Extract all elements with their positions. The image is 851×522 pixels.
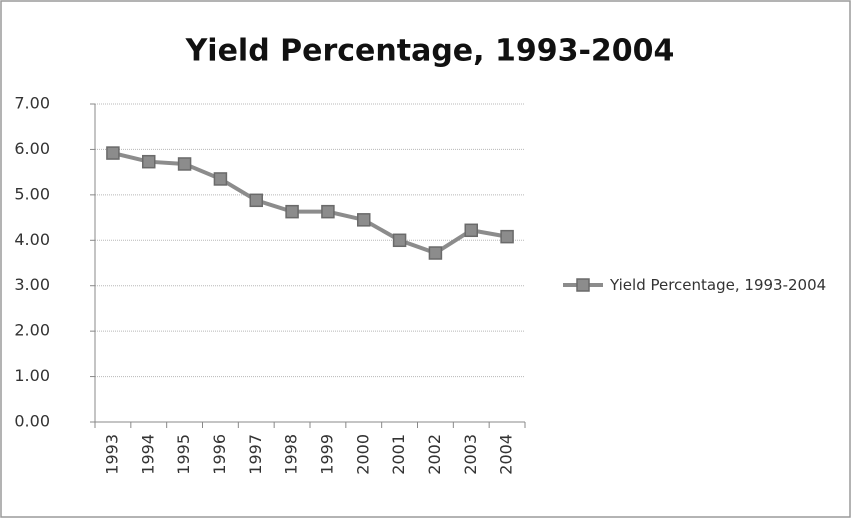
y-tick-label: 0.00 xyxy=(14,412,50,431)
y-tick-label: 6.00 xyxy=(14,139,50,158)
data-point xyxy=(392,233,407,248)
x-tick-label: 2004 xyxy=(497,434,516,475)
y-tick-label: 3.00 xyxy=(14,275,50,294)
legend-marker xyxy=(576,278,590,292)
data-point xyxy=(321,204,335,219)
x-tick-label: 1994 xyxy=(138,434,157,475)
y-tick-label: 7.00 xyxy=(14,94,50,113)
chart-title: Yield Percentage, 1993-2004 xyxy=(185,34,675,69)
x-tick-label: 1997 xyxy=(246,434,265,475)
data-point xyxy=(464,223,478,238)
y-tick-label: 2.00 xyxy=(14,321,50,340)
x-tick-label: 1995 xyxy=(174,434,193,475)
data-point xyxy=(106,146,120,160)
y-tick-label: 1.00 xyxy=(14,366,50,385)
x-tick-label: 2001 xyxy=(389,434,408,475)
data-point xyxy=(249,193,263,208)
x-tick-label: 2000 xyxy=(353,434,372,475)
x-tick-label: 1999 xyxy=(317,434,336,475)
data-point xyxy=(500,229,514,244)
x-tick-label: 1996 xyxy=(210,434,229,475)
y-tick-label: 5.00 xyxy=(14,184,50,203)
data-point xyxy=(142,154,156,169)
y-tick-label: 4.00 xyxy=(14,230,50,249)
legend-label: Yield Percentage, 1993-2004 xyxy=(610,276,827,294)
x-tick-label: 1993 xyxy=(102,434,121,475)
x-tick-label: 2002 xyxy=(425,434,444,475)
data-point xyxy=(428,246,443,260)
x-tick-label: 1998 xyxy=(282,434,301,475)
data-point xyxy=(285,204,299,219)
data-point xyxy=(213,172,228,186)
data-point xyxy=(177,157,192,171)
x-tick-label: 2003 xyxy=(461,434,480,475)
data-point xyxy=(357,213,371,227)
